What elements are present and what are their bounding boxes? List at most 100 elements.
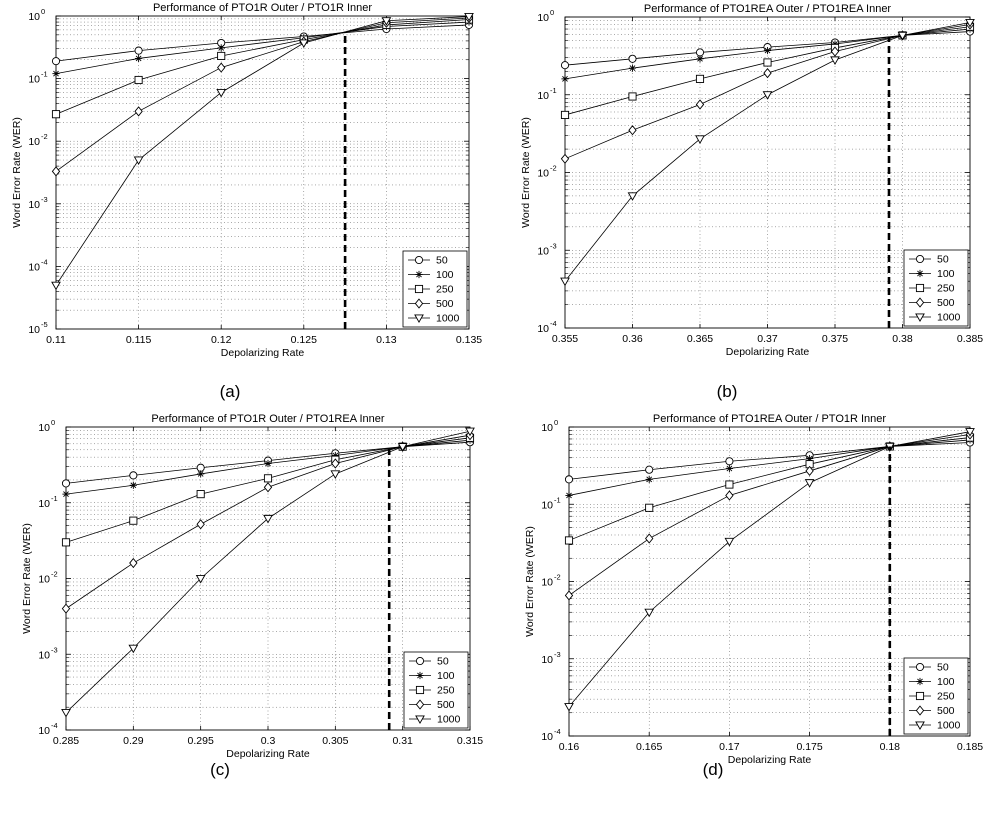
chart-b-data-point: [965, 18, 975, 28]
chart-c-legend-entry: 1000: [409, 714, 461, 726]
chart-d-ytick-exponent: -2: [554, 573, 561, 582]
chart-a-caption: (a): [219, 382, 241, 401]
chart-c-xtick-label: 0.305: [322, 735, 348, 747]
chart-a-legend-label: 1000: [436, 313, 460, 325]
chart-c-legend-entry: 50: [409, 656, 449, 668]
chart-a-xtick-label: 0.12: [211, 334, 232, 346]
chart-b-legend-label: 50: [937, 254, 949, 266]
chart-c-data-point: [61, 479, 71, 488]
chart-c-ytick-base: 10: [38, 725, 50, 737]
chart-c-ylabel: Word Error Rate (WER): [21, 523, 33, 634]
chart-b-ytick-label: 10: [537, 245, 549, 257]
chart-b-caption: (b): [716, 382, 738, 401]
chart-d-title: Performance of PTO1REA Outer / PTO1R Inn…: [653, 413, 886, 425]
chart-a-ytick-exponent: -5: [41, 320, 48, 329]
chart-a-ytick-exponent: -4: [41, 257, 48, 266]
chart-a-grid: [56, 16, 469, 329]
chart-a-series-line: [55, 24, 470, 62]
chart-a-ytick-label: 10: [28, 136, 40, 148]
chart-d-data-point: [565, 491, 573, 500]
chart-a-data-point: [133, 156, 144, 166]
chart-a-legend-entry: 1000: [408, 313, 460, 325]
chart-a-ytick-base: 10: [28, 74, 40, 86]
chart-a-data-point: [134, 75, 143, 85]
chart-b-legend-entry: 1000: [909, 312, 961, 324]
chart-b-xtick-label: 0.355: [552, 333, 578, 345]
chart-c-legend-entry: 500: [409, 699, 455, 711]
chart-c-legend-label: 50: [437, 656, 449, 668]
chart-c-data-point: [129, 516, 138, 525]
chart-a-series-line: [55, 19, 470, 115]
chart-a-legend: 50 100 250 500 1000: [402, 250, 468, 328]
chart-c-ytick-label: 10: [38, 725, 50, 737]
chart-c-data-point: [197, 470, 205, 478]
chart-b-data-point: [762, 91, 773, 100]
chart-b-ytick-exponent: -1: [550, 86, 557, 95]
chart-d-legend-entry: 250: [909, 691, 955, 703]
chart-c-grid: [66, 427, 470, 730]
chart-c-legend: 50 100 250 500 1000: [403, 651, 469, 729]
chart-c-series-1000: [61, 427, 475, 718]
chart-d-legend-entry: 1000: [909, 720, 961, 732]
chart-d-ytick-exponent: -3: [554, 650, 561, 659]
chart-b-data-point: [763, 58, 772, 67]
chart-a-ytick-exponent: -1: [41, 70, 48, 79]
chart-b-ytick-label: 10: [537, 168, 549, 180]
chart-b-data-point: [560, 61, 570, 70]
chart-b-data-point: [695, 74, 705, 83]
chart-c-ytick-exponent: -3: [51, 645, 58, 654]
chart-b-ylabel: Word Error Rate (WER): [520, 117, 532, 228]
chart-b-legend-entry: 500: [909, 297, 955, 309]
chart-c-data-point: [129, 471, 138, 480]
chart-d-xlabel: Depolarizing Rate: [728, 754, 812, 766]
chart-b-legend-label: 100: [937, 268, 955, 280]
chart-d-series-line: [568, 437, 971, 541]
chart-a-legend-entry: 250: [408, 284, 454, 296]
chart-c-data-point: [196, 490, 205, 499]
chart-a-data-point: [464, 12, 474, 22]
chart-d-data-point: [645, 503, 654, 512]
chart-d-data-point: [804, 479, 815, 488]
chart-a-data-point: [135, 54, 143, 63]
chart-a-data-point: [52, 70, 60, 78]
chart-a-data-point: [381, 17, 392, 26]
chart-c-data-point: [195, 574, 206, 584]
chart-b-title: Performance of PTO1REA Outer / PTO1REA I…: [644, 3, 892, 15]
chart-b-data-point: [696, 55, 704, 63]
chart-d-data-point: [805, 465, 814, 477]
chart-b-data-point: [560, 277, 570, 287]
chart-c-ytick-base: 10: [38, 649, 50, 661]
chart-c-xtick-label: 0.31: [392, 735, 413, 747]
chart-b-legend-label: 500: [937, 297, 955, 309]
chart-d-ytick-base: 10: [541, 422, 553, 434]
chart-a-legend-label: 250: [436, 284, 454, 296]
chart-b-legend-marker: [915, 313, 925, 323]
chart-b-data-point: [830, 46, 840, 57]
chart-a-data-point: [51, 110, 61, 119]
chart-a-legend-label: 500: [436, 298, 454, 310]
chart-c-legend-marker: [415, 715, 425, 725]
chart-d-data-point: [724, 537, 735, 547]
chart-c-data-point: [196, 463, 205, 472]
chart-a-xlabel: Depolarizing Rate: [221, 347, 305, 359]
chart-c-xtick-label: 0.315: [457, 735, 483, 747]
chart-b-ytick-exponent: -2: [550, 164, 557, 173]
chart-a-ytick-label: 10: [28, 261, 40, 273]
chart-d-ytick-exponent: 0: [554, 418, 558, 427]
chart-c-ytick-exponent: 0: [51, 418, 55, 427]
chart-c-data-point: [129, 557, 138, 569]
chart-b-ytick-base: 10: [537, 168, 549, 180]
chart-a-data-point: [217, 51, 226, 61]
chart-b-ytick-base: 10: [537, 12, 549, 24]
chart-c-ytick-exponent: -4: [51, 721, 58, 730]
chart-d-ylabel: Word Error Rate (WER): [524, 526, 536, 637]
chart-c-ytick-label: 10: [38, 574, 50, 586]
chart-b-xtick-label: 0.36: [622, 333, 643, 345]
chart-c-data-point: [331, 458, 340, 469]
chart-a-ytick-base: 10: [28, 11, 40, 23]
chart-a-data-point: [217, 44, 225, 52]
chart-d-caption: (d): [702, 760, 724, 779]
chart-c-xtick-label: 0.295: [188, 735, 214, 747]
